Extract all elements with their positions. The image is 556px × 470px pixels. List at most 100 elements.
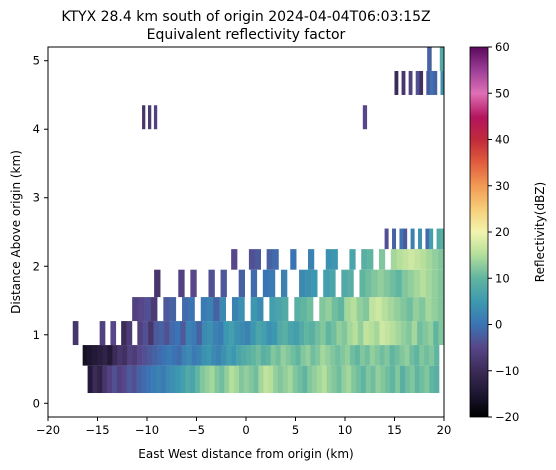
- reflectivity-cell: [299, 270, 305, 297]
- reflectivity-cell: [340, 345, 345, 366]
- reflectivity-cell: [355, 345, 360, 366]
- reflectivity-cell: [127, 366, 132, 393]
- reflectivity-cell: [164, 321, 170, 345]
- reflectivity-cell: [424, 345, 429, 366]
- reflectivity-cell: [376, 366, 381, 393]
- reflectivity-cell: [385, 345, 390, 366]
- y-tick-label: 3: [33, 191, 40, 205]
- reflectivity-cell: [326, 249, 332, 270]
- reflectivity-cell: [395, 345, 400, 366]
- reflectivity-cell: [147, 345, 152, 366]
- reflectivity-cell: [311, 270, 317, 297]
- colorbar-tick-label: −10: [495, 364, 519, 378]
- reflectivity-cell: [241, 345, 246, 366]
- reflectivity-cell: [293, 321, 299, 345]
- reflectivity-cell: [372, 270, 378, 297]
- y-axis-ticks: 0 1 2 3 4 5: [33, 54, 48, 411]
- reflectivity-cell: [122, 366, 127, 393]
- reflectivity-cell: [308, 249, 314, 270]
- reflectivity-cell: [261, 345, 266, 366]
- reflectivity-cell: [357, 297, 364, 321]
- reflectivity-cell: [417, 321, 423, 345]
- reflectivity-cell: [439, 321, 445, 345]
- reflectivity-cell: [232, 297, 239, 321]
- reflectivity-cell: [249, 366, 254, 393]
- reflectivity-cell: [240, 321, 246, 345]
- reflectivity-cell: [231, 345, 236, 366]
- reflectivity-cell: [175, 366, 180, 393]
- reflectivity-cell: [300, 345, 305, 366]
- reflectivity-cell: [190, 270, 196, 297]
- reflectivity-cell: [400, 297, 407, 321]
- reflectivity-cell: [156, 366, 161, 393]
- reflectivity-cell: [221, 270, 227, 297]
- reflectivity-cell: [363, 297, 370, 321]
- reflectivity-cell: [416, 71, 420, 95]
- reflectivity-cell: [388, 297, 395, 321]
- reflectivity-cell: [414, 345, 419, 366]
- y-tick-label: 0: [33, 396, 40, 410]
- reflectivity-cell: [269, 270, 275, 297]
- reflectivity-cell: [385, 321, 391, 345]
- reflectivity-cell: [200, 366, 205, 393]
- colorbar-tick-label: −20: [495, 410, 519, 424]
- colorbar-tick-label: 0: [495, 318, 502, 332]
- reflectivity-cell: [137, 321, 143, 345]
- reflectivity-cell: [349, 249, 355, 270]
- reflectivity-cell: [281, 270, 287, 297]
- reflectivity-cell: [266, 345, 271, 366]
- reflectivity-cell: [151, 297, 158, 321]
- reflectivity-cell: [309, 321, 315, 345]
- reflectivity-cell: [400, 366, 405, 393]
- reflectivity-cell: [190, 366, 195, 393]
- reflectivity-cell: [332, 249, 338, 270]
- reflectivity-cell: [229, 321, 235, 345]
- reflectivity-cell: [317, 366, 322, 393]
- reflectivity-cell: [399, 229, 403, 250]
- reflectivity-cell: [127, 345, 132, 366]
- reflectivity-cell: [312, 366, 317, 393]
- colorbar-tick-label: 30: [495, 179, 510, 193]
- reflectivity-cell: [307, 366, 312, 393]
- reflectivity-cell: [291, 345, 296, 366]
- reflectivity-cell: [154, 105, 157, 129]
- x-tick-label: −20: [36, 423, 60, 437]
- reflectivity-cell: [239, 366, 244, 393]
- reflectivity-cell: [192, 345, 197, 366]
- reflectivity-cell: [148, 321, 154, 345]
- reflectivity-cell: [310, 345, 315, 366]
- reflectivity-cell: [342, 321, 348, 345]
- x-tick-label: 10: [338, 423, 353, 437]
- reflectivity-cell: [403, 229, 407, 250]
- reflectivity-cell: [141, 366, 146, 393]
- reflectivity-cell: [226, 345, 231, 366]
- reflectivity-cell: [218, 321, 224, 345]
- reflectivity-cell: [438, 297, 445, 321]
- reflectivity-cell: [390, 321, 396, 345]
- reflectivity-cell: [185, 366, 190, 393]
- reflectivity-cell: [153, 321, 159, 345]
- reflectivity-cell: [278, 366, 283, 393]
- reflectivity-cell: [325, 345, 330, 366]
- reflectivity-cell: [351, 366, 356, 393]
- reflectivity-cell: [345, 345, 350, 366]
- reflectivity-cell: [281, 345, 286, 366]
- reflectivity-cell: [297, 366, 302, 393]
- reflectivity-cell: [307, 297, 314, 321]
- reflectivity-cell: [88, 345, 93, 366]
- reflectivity-cell: [427, 47, 432, 71]
- reflectivity-cell: [429, 229, 433, 250]
- reflectivity-cell: [132, 297, 139, 321]
- reflectivity-cell: [161, 366, 166, 393]
- reflectivity-cell: [206, 345, 211, 366]
- colorbar-tick-label: 10: [495, 271, 510, 285]
- reflectivity-cell: [188, 297, 195, 321]
- reflectivity-cell: [293, 366, 298, 393]
- colorbar: [470, 47, 488, 417]
- colorbar-tick-label: 20: [495, 225, 510, 239]
- reflectivity-cell: [315, 321, 321, 345]
- reflectivity-cell: [350, 345, 355, 366]
- reflectivity-cell: [180, 321, 186, 345]
- reflectivity-cell: [350, 297, 357, 321]
- reflectivity-cell: [404, 345, 409, 366]
